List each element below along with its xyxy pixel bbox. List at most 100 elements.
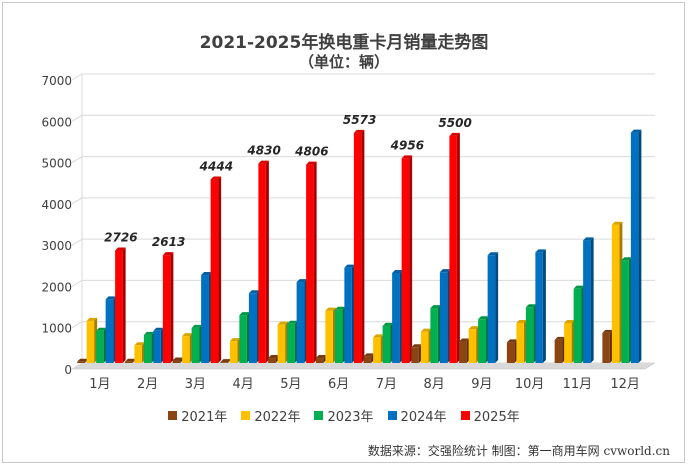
x-tick-label: 7月 xyxy=(376,377,397,392)
bar xyxy=(459,341,467,363)
gridline-depth xyxy=(71,321,83,329)
bar xyxy=(239,315,247,363)
bar-top xyxy=(105,296,117,300)
bar xyxy=(420,331,429,363)
y-tick-label: 4000 xyxy=(41,198,72,212)
legend-swatch-2021 xyxy=(168,411,178,420)
bar xyxy=(143,334,152,363)
bar xyxy=(162,255,171,363)
bar xyxy=(478,319,486,363)
legend-label-2022: 2022年 xyxy=(254,410,301,425)
bar xyxy=(621,260,629,363)
bar xyxy=(564,322,572,363)
bar-top xyxy=(248,290,260,294)
bar xyxy=(182,336,190,363)
bar xyxy=(583,240,591,363)
bar-top xyxy=(258,160,269,164)
bar-side xyxy=(456,132,460,363)
bar xyxy=(172,360,181,363)
bar-top xyxy=(554,336,566,340)
bar xyxy=(201,275,209,363)
bar-side xyxy=(170,252,174,363)
x-tick-label: 2月 xyxy=(137,377,158,392)
bar-top xyxy=(583,237,594,241)
bar-top xyxy=(621,257,632,261)
bar xyxy=(134,345,142,363)
data-label: 4806 xyxy=(294,145,328,159)
bar-top xyxy=(162,252,174,256)
y-tick-label: 2000 xyxy=(41,280,72,294)
x-tick-label: 1月 xyxy=(89,377,110,392)
x-tick-label: 6月 xyxy=(328,377,349,392)
bar-side xyxy=(638,129,642,363)
bar-side xyxy=(409,155,413,363)
bar xyxy=(277,324,286,363)
bar xyxy=(506,342,515,363)
bar-top xyxy=(182,333,193,337)
legend-item-2021: 2021年 xyxy=(168,406,227,425)
bar xyxy=(306,164,314,363)
legend-item-2025: 2025年 xyxy=(460,406,520,425)
legend-item-2024: 2024年 xyxy=(387,406,447,425)
legend-label-2021: 2021年 xyxy=(181,410,228,425)
bar xyxy=(268,358,276,363)
bar-side xyxy=(495,252,499,363)
bar-top xyxy=(334,306,346,310)
bar-side xyxy=(590,237,594,363)
gridline-depth xyxy=(71,114,83,122)
y-tick-label: 7000 xyxy=(41,74,72,88)
bar-top xyxy=(411,344,422,348)
bar-top xyxy=(229,338,241,342)
gridline-depth xyxy=(71,362,83,370)
bar xyxy=(468,329,477,363)
bar xyxy=(401,158,410,363)
bar xyxy=(296,282,305,363)
bar-top xyxy=(516,319,527,323)
bar-top xyxy=(573,285,585,289)
bar-top xyxy=(96,327,107,331)
bar xyxy=(516,322,524,363)
bar xyxy=(353,132,362,363)
bar-top xyxy=(287,320,298,324)
bar-top xyxy=(363,353,375,357)
bar xyxy=(611,224,620,363)
bar-top xyxy=(373,334,384,338)
bar-top xyxy=(86,317,98,321)
bar-side xyxy=(542,249,546,363)
bar xyxy=(602,332,610,363)
bar xyxy=(210,179,219,363)
legend-label-2023: 2023年 xyxy=(327,410,374,425)
bar xyxy=(325,310,333,363)
bar-top xyxy=(172,357,184,361)
bar-top xyxy=(124,358,136,362)
bar xyxy=(573,288,582,363)
legend-label-2025: 2025年 xyxy=(473,410,520,425)
legend-swatch-2025 xyxy=(460,411,470,420)
chart-title: 2021-2025年换电重卡月销量走势图 xyxy=(199,33,489,53)
bar xyxy=(315,358,324,363)
bar-top xyxy=(344,264,355,268)
bar-top xyxy=(506,339,518,343)
data-label: 4830 xyxy=(246,144,280,158)
bar xyxy=(525,307,534,363)
bar xyxy=(96,330,104,363)
x-tick-label: 10月 xyxy=(515,377,545,392)
data-label: 5573 xyxy=(343,113,376,127)
legend-swatch-2022 xyxy=(241,411,251,420)
x-tick-label: 11月 xyxy=(563,377,593,392)
bar-top xyxy=(201,272,212,276)
bar-top xyxy=(325,307,336,311)
data-label: 4444 xyxy=(199,160,233,174)
bar xyxy=(392,272,400,363)
bar-top xyxy=(115,247,126,251)
bar-top xyxy=(535,249,546,253)
bar xyxy=(411,347,419,363)
bar-top xyxy=(353,129,365,133)
legend-item-2022: 2022年 xyxy=(241,406,300,425)
bar xyxy=(430,308,438,363)
x-tick-label: 4月 xyxy=(232,377,253,392)
bar-top xyxy=(439,269,451,273)
bar xyxy=(248,293,257,363)
data-label: 2726 xyxy=(104,230,137,244)
